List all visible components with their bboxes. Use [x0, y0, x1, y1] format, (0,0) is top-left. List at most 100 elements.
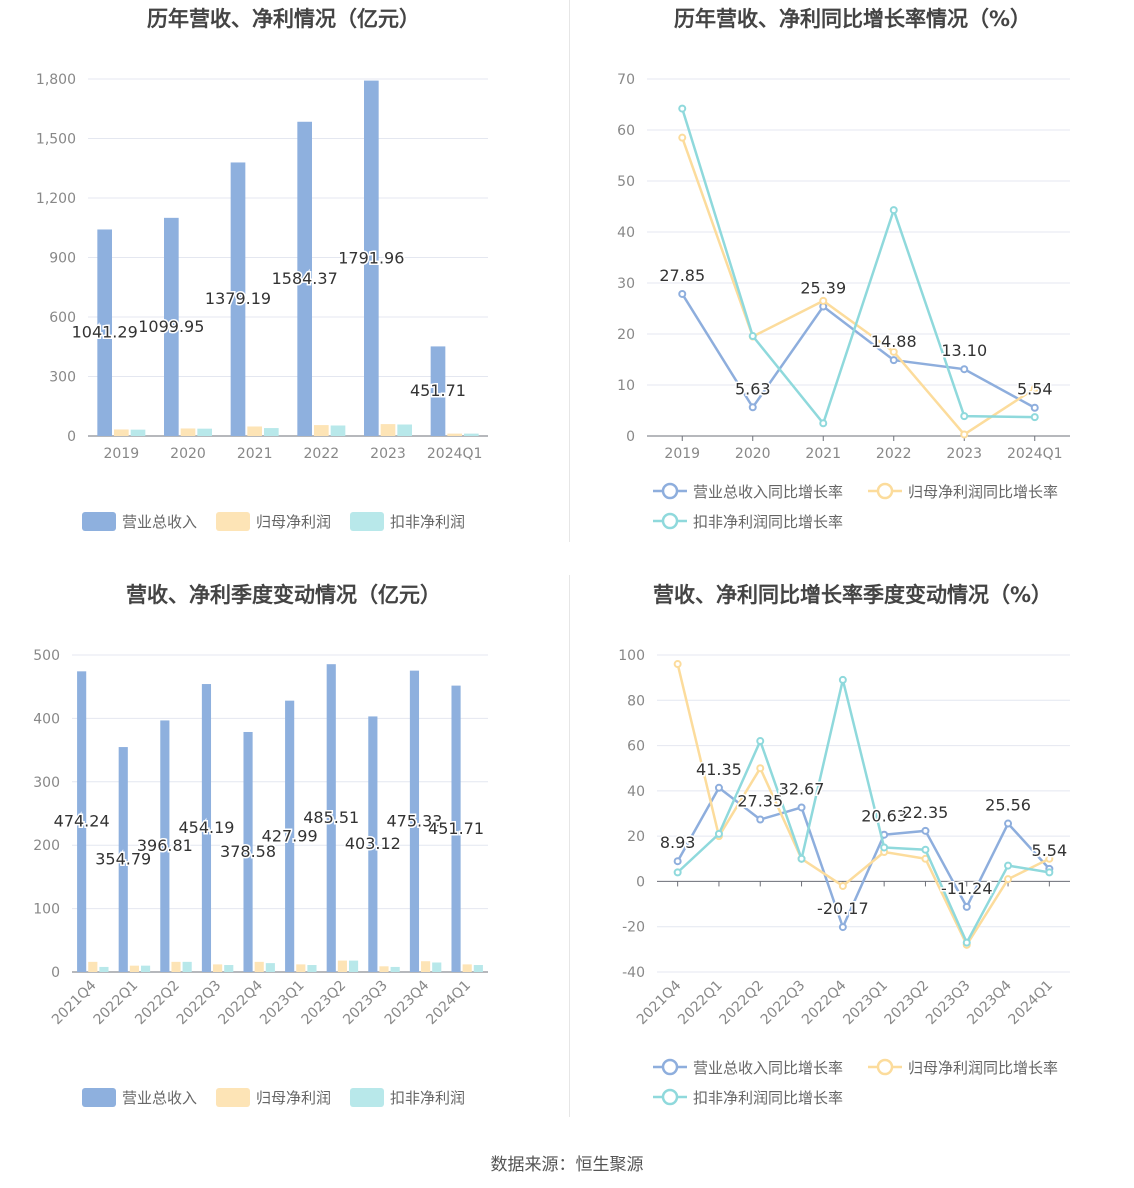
legend-label: 扣非净利润同比增长率: [693, 513, 843, 531]
bar-series-1: [447, 433, 462, 436]
bar-series-2: [330, 425, 346, 436]
legend-label: 扣非净利润同比增长率: [693, 1089, 843, 1107]
data-label: 485.51: [303, 808, 359, 827]
line-series-1: [681, 137, 1036, 437]
x-tick-label: 2022: [304, 446, 340, 462]
y-tick-label: 40: [617, 225, 635, 241]
legend-label: 归母净利润: [256, 1089, 331, 1107]
bar-series-1: [296, 964, 306, 972]
x-tick-label: 2019: [104, 446, 140, 462]
point-series-1: [960, 430, 969, 439]
y-tick-label: 60: [627, 739, 645, 755]
point-series-0: [748, 403, 757, 412]
bar-series-0: [77, 671, 87, 972]
bar-series-0: [451, 685, 461, 972]
y-tick-label: 0: [636, 874, 645, 890]
legend-label: 归母净利润同比增长率: [908, 1059, 1058, 1077]
y-tick-label: -40: [622, 965, 645, 981]
line-series-1: [676, 663, 1050, 948]
x-tick-label: 2023Q4: [382, 977, 433, 1028]
legend-marker: [876, 482, 894, 500]
data-label: 27.85: [659, 266, 705, 285]
point-series-0: [960, 365, 969, 374]
bar-series-2: [130, 429, 146, 436]
bar-series-2: [307, 965, 317, 972]
bar-series-1: [180, 428, 196, 436]
x-tick-label: 2024Q1: [423, 978, 474, 1029]
x-tick-label: 2024Q1: [1007, 446, 1063, 462]
y-tick-label: 60: [617, 123, 635, 139]
annual-growth-rate-chart: 历年营收、净利同比增长率情况（%） 0 10 20 30 40 50 60 70 2019 2020…: [571, 0, 1134, 545]
y-tick-label: 500: [33, 648, 60, 664]
point-series-0: [1004, 819, 1013, 828]
line-series-2: [681, 108, 1035, 426]
data-label: 378.58: [220, 842, 276, 861]
point-series-2: [714, 829, 723, 838]
x-tick-label: 2021Q4: [634, 977, 685, 1028]
x-tick-label: 2021Q4: [49, 977, 100, 1028]
data-label: 41.35: [696, 760, 742, 779]
bar-series-2: [224, 965, 234, 972]
bar-series-2: [348, 960, 359, 972]
y-tick-label: -20: [622, 920, 645, 936]
x-tick-label: 2023Q2: [882, 978, 933, 1029]
bar-series-1: [171, 961, 181, 972]
point-series-2: [1045, 868, 1054, 877]
data-label: 5.54: [1032, 841, 1068, 860]
point-series-2: [819, 419, 828, 428]
point-series-0: [1030, 403, 1039, 412]
y-tick-label: 1,200: [36, 191, 76, 207]
legend-swatch: [82, 1088, 116, 1107]
point-series-0: [678, 289, 687, 298]
y-tick-label: 900: [49, 251, 76, 267]
bar-series-1: [247, 426, 262, 436]
bar-series-2: [140, 965, 151, 972]
bar-series-0: [201, 684, 212, 972]
point-series-2: [838, 675, 847, 684]
x-tick-label: 2022Q1: [91, 978, 142, 1029]
quarterly-revenue-profit-chart: 营收、净利季度变动情况（亿元） 0 100 200 300 400 500 2021Q4 202…: [0, 576, 567, 1121]
x-tick-label: 2022Q3: [174, 978, 225, 1029]
bar-series-2: [397, 424, 412, 436]
point-series-2: [889, 206, 898, 215]
bar-series-0: [326, 664, 336, 972]
chart-canvas: 历年营收、净利情况（亿元） 0 300 600 900 1,200 1,500 1,800 20…: [36, 7, 488, 531]
x-tick-label: 2022Q4: [799, 977, 850, 1028]
point-series-0: [921, 826, 930, 835]
bar-series-0: [297, 121, 312, 437]
data-label: 25.39: [800, 279, 846, 298]
bar-series-2: [390, 966, 400, 972]
data-label: 427.99: [262, 826, 318, 845]
bar-series-0: [164, 217, 179, 436]
x-tick-label: 2024Q1: [427, 446, 483, 462]
x-tick-label: 2020: [735, 446, 771, 462]
point-series-2: [748, 332, 757, 341]
bar-series-1: [114, 429, 129, 436]
data-label: 25.56: [985, 796, 1031, 815]
x-tick-label: 2023: [946, 446, 982, 462]
bar-series-0: [364, 80, 379, 436]
bar-series-2: [265, 963, 275, 972]
quarterly-growth-rate-chart: 营收、净利同比增长率季度变动情况（%） -40 -20 0 20 40 60 80 100 202…: [571, 576, 1134, 1121]
x-tick-label: 2020: [170, 446, 206, 462]
data-label: 1791.96: [338, 248, 404, 267]
point-series-1: [1045, 854, 1054, 863]
legend-label: 营业总收入同比增长率: [693, 1059, 843, 1077]
data-label: 451.71: [428, 819, 484, 838]
data-label: 396.81: [137, 836, 193, 855]
legend-swatch: [216, 512, 250, 531]
legend-label: 扣非净利润: [390, 513, 465, 531]
data-label: 1584.37: [272, 269, 338, 288]
point-series-2: [1004, 861, 1013, 870]
point-series-0: [889, 356, 898, 365]
point-series-2: [960, 412, 969, 421]
bar-series-2: [464, 433, 479, 436]
data-label: -20.17: [817, 899, 869, 918]
point-series-1: [756, 764, 765, 773]
point-series-2: [880, 843, 889, 852]
legend-label: 营业总收入: [122, 513, 197, 531]
bar-series-0: [430, 346, 446, 436]
legend-label: 营业总收入同比增长率: [693, 483, 843, 501]
chart-title: 历年营收、净利情况（亿元）: [147, 7, 420, 31]
data-label: 451.71: [410, 381, 466, 400]
